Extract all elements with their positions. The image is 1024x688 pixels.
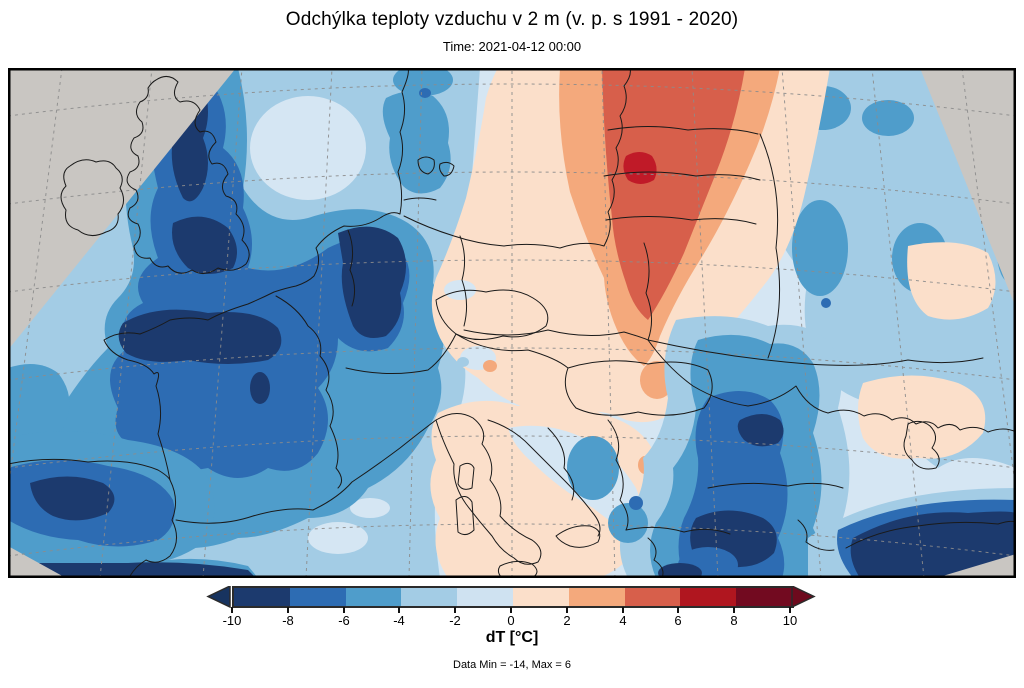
colorbar-under-arrow: [206, 586, 231, 608]
projection-outside-mask: [8, 68, 1016, 578]
colorbar-tick: [454, 607, 456, 613]
colorbar-tick: [231, 607, 233, 613]
colorbar-segment: [234, 588, 290, 606]
colorbar-tick: [622, 607, 624, 613]
country-borders: [8, 68, 1016, 578]
colorbar-tick: [398, 607, 400, 613]
colorbar-tick: [733, 607, 735, 613]
graticule: [8, 68, 1016, 578]
colorbar-tick-label: 10: [782, 613, 798, 628]
colorbar: [232, 586, 794, 608]
colorbar-segment: [680, 588, 737, 606]
colorbar-segment: [401, 588, 458, 606]
colorbar-over-arrow: [791, 586, 816, 608]
colorbar-tick-label: 8: [730, 613, 738, 628]
map-border: [8, 68, 1016, 578]
colorbar-tick: [287, 607, 289, 613]
europe-anomaly-map: [8, 68, 1016, 578]
map-canvas: [8, 68, 1016, 578]
page-title: Odchýlka teploty vzduchu v 2 m (v. p. s …: [285, 9, 739, 30]
colorbar-tick: [677, 607, 679, 613]
colorbar-tick-label: -2: [449, 613, 461, 628]
colorbar-tick-label: -6: [338, 613, 350, 628]
colorbar-segment: [512, 588, 569, 606]
colorbar-segment: [345, 588, 402, 606]
colorbar-tick: [510, 607, 512, 613]
left-arrow-icon: [206, 586, 231, 608]
colorbar-tick-label: 0: [507, 613, 515, 628]
colorbar-segment: [736, 588, 792, 606]
right-arrow-icon: [791, 586, 816, 608]
colorbar-tick-label: 2: [563, 613, 571, 628]
data-extremes-note: Data Min = -14, Max = 6: [453, 659, 571, 671]
colorbar-tick: [789, 607, 791, 613]
colorbar-tick-label: 6: [674, 613, 682, 628]
colorbar-tick-label: -8: [282, 613, 294, 628]
colorbar-axis-label: dT [°C]: [485, 629, 539, 646]
colorbar-segment: [289, 588, 346, 606]
colorbar-segment: [457, 588, 513, 606]
colorbar-tick: [343, 607, 345, 613]
colorbar-tick: [566, 607, 568, 613]
colorbar-tick-label: 4: [619, 613, 627, 628]
timestamp-label: Time: 2021-04-12 00:00: [442, 39, 582, 54]
colorbar-tick-label: -10: [222, 613, 242, 628]
colorbar-segment: [568, 588, 625, 606]
colorbar-tick-label: -4: [393, 613, 405, 628]
anomaly-fill-layers: [8, 68, 1016, 578]
colorbar-segment: [624, 588, 681, 606]
